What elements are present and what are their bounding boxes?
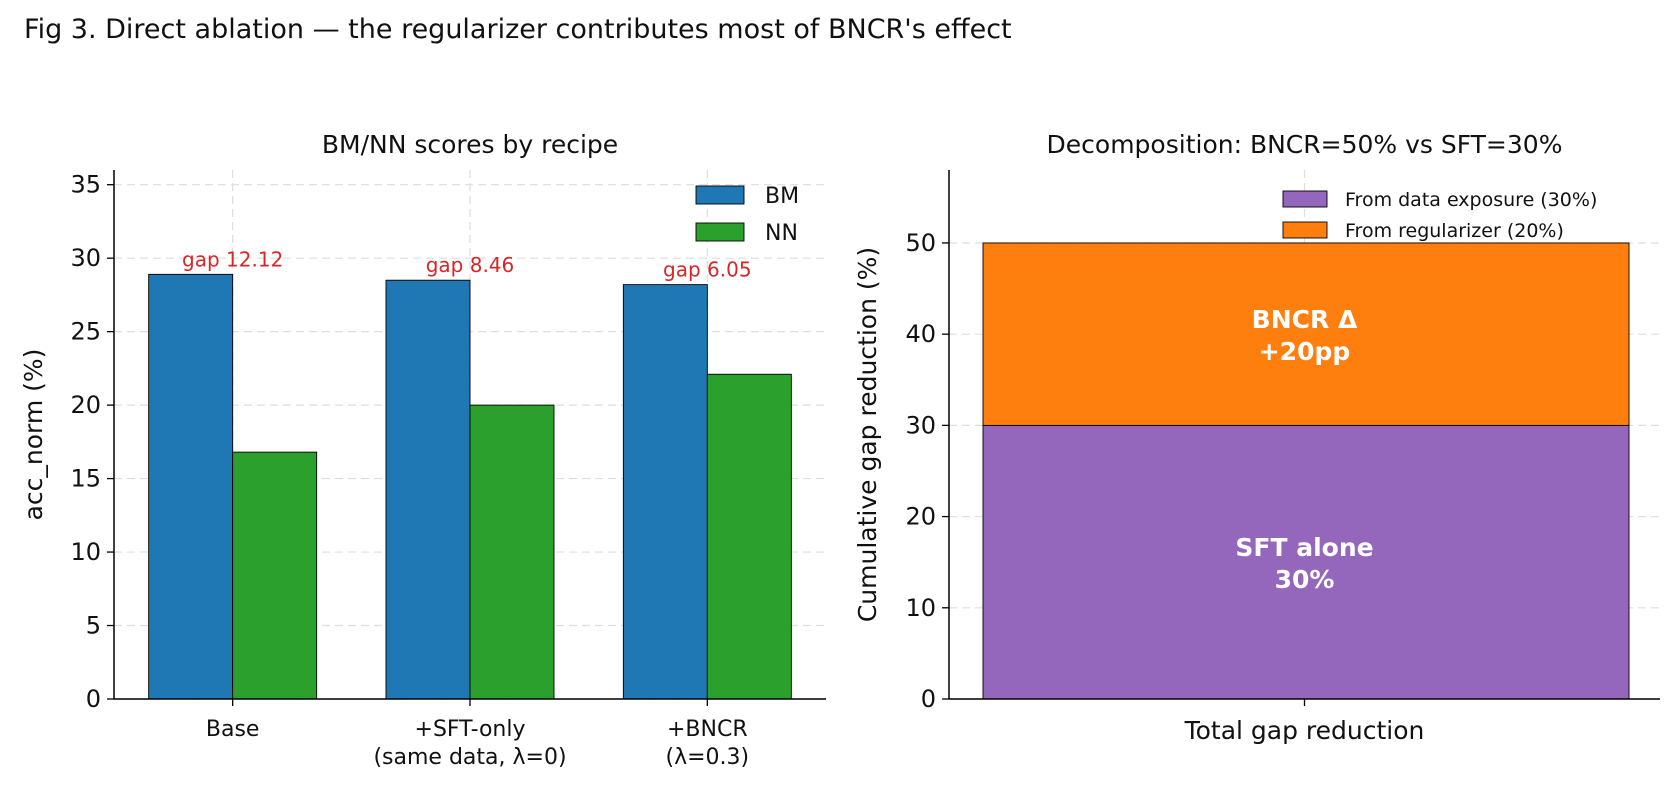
x-tick-label: Base <box>206 717 260 742</box>
y-axis-label: acc_norm (%) <box>19 349 48 521</box>
legend-label-nn: NN <box>765 221 798 246</box>
stacked-segment-2 <box>982 242 1630 426</box>
y-tick-label: 35 <box>70 171 101 199</box>
bar-nn-2 <box>469 404 555 700</box>
legend-swatch-nn <box>695 222 745 242</box>
bar-nn-1 <box>232 451 318 700</box>
legend-label: From data exposure (30%) <box>1345 189 1597 211</box>
segment-label-line: 30% <box>1275 565 1335 594</box>
segment-label-line: SFT alone <box>1235 533 1373 562</box>
bar-bm-1 <box>148 273 234 700</box>
x-tick-label-line: Base <box>206 717 260 742</box>
gap-annotation: gap 8.46 <box>426 253 515 277</box>
segment-label-line: +20pp <box>1259 337 1351 366</box>
y-tick-label: 30 <box>70 244 101 272</box>
segment-label: BNCR Δ +20pp <box>1252 305 1358 366</box>
bar-nn-3 <box>706 373 792 700</box>
x-tick-label-line: (same data, λ=0) <box>373 745 566 770</box>
stacked-bar-chart-decomposition: SFT alone 30% BNCR Δ +20pp 0 10 20 30 40 50 Total … <box>853 130 1660 745</box>
gap-annotation: gap 6.05 <box>663 258 752 282</box>
figure-title: Fig 3. Direct ablation — the regularizer… <box>24 14 1012 45</box>
legend-label-bm: BM <box>765 184 799 209</box>
x-tick-label-line: +BNCR <box>667 717 748 742</box>
x-tick-label: +SFT-only (same data, λ=0) <box>373 717 566 770</box>
chart-title: BM/NN scores by recipe <box>322 130 618 159</box>
legend-swatch-bm <box>695 185 745 205</box>
x-tick-label: +BNCR (λ=0.3) <box>666 717 750 770</box>
legend-swatch-2 <box>1282 221 1328 239</box>
y-tick-label: 10 <box>70 538 101 566</box>
y-tick-label: 50 <box>905 229 936 257</box>
bar-chart-scores: gap 12.12 gap 8.46 gap 6.05 0 5 10 15 20 25 30 35 B… <box>19 130 826 770</box>
gap-annotation: gap 12.12 <box>182 247 283 271</box>
segment-label-line: BNCR Δ <box>1252 305 1358 334</box>
bar-bm-2 <box>385 279 471 700</box>
stacked-segment-1 <box>982 424 1630 700</box>
x-tick-label-line: (λ=0.3) <box>666 745 750 770</box>
bar-bm-3 <box>622 284 708 700</box>
x-tick-label-line: +SFT-only <box>415 717 526 742</box>
y-axis-label: Cumulative gap reduction (%) <box>853 247 882 622</box>
chart-title: Decomposition: BNCR=50% vs SFT=30% <box>1047 130 1563 159</box>
y-tick-label: 0 <box>921 685 936 713</box>
y-tick-label: 25 <box>70 318 101 346</box>
y-tick-label: 10 <box>905 594 936 622</box>
y-tick-label: 5 <box>86 612 101 640</box>
y-tick-label: 20 <box>905 503 936 531</box>
y-tick-label: 20 <box>70 391 101 419</box>
y-tick-label: 0 <box>86 685 101 713</box>
segment-label: SFT alone 30% <box>1235 533 1373 594</box>
x-tick-label: Total gap reduction <box>1184 716 1425 745</box>
y-tick-label: 40 <box>905 320 936 348</box>
legend-label: From regularizer (20%) <box>1345 220 1564 242</box>
legend-swatch-1 <box>1282 190 1328 208</box>
y-tick-label: 15 <box>70 465 101 493</box>
y-tick-label: 30 <box>905 411 936 439</box>
